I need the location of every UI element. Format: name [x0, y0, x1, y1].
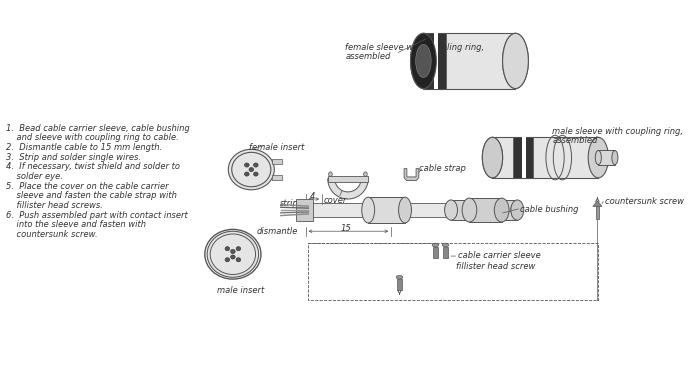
Ellipse shape: [411, 33, 436, 88]
Ellipse shape: [503, 33, 528, 88]
Bar: [433, 247, 438, 258]
Text: cable carrier sleeve: cable carrier sleeve: [459, 251, 541, 260]
Ellipse shape: [225, 258, 230, 262]
Text: into the sleeve and fasten with: into the sleeve and fasten with: [6, 220, 146, 229]
Text: male insert: male insert: [217, 286, 264, 296]
Ellipse shape: [445, 200, 457, 220]
Bar: [423, 33, 516, 88]
Ellipse shape: [329, 172, 332, 177]
Bar: [599, 150, 615, 165]
Bar: [522, 137, 525, 178]
Ellipse shape: [236, 258, 241, 262]
Ellipse shape: [503, 33, 528, 88]
Text: male sleeve with coupling ring,: male sleeve with coupling ring,: [553, 127, 683, 136]
Text: 15: 15: [340, 224, 351, 233]
Ellipse shape: [249, 168, 253, 172]
Bar: [513, 137, 522, 178]
Polygon shape: [404, 169, 419, 181]
Ellipse shape: [588, 137, 608, 178]
Bar: [469, 198, 502, 222]
Text: countersunk screw.: countersunk screw.: [6, 230, 98, 239]
Polygon shape: [593, 201, 602, 206]
Ellipse shape: [396, 275, 403, 279]
Text: cover: cover: [324, 196, 347, 205]
Bar: [425, 33, 434, 88]
Ellipse shape: [244, 163, 249, 167]
Text: fillister head screws.: fillister head screws.: [6, 201, 103, 210]
Bar: [436, 33, 445, 88]
Ellipse shape: [595, 150, 601, 165]
Bar: [296, 199, 313, 221]
Text: 4: 4: [310, 192, 315, 201]
Bar: [303, 203, 516, 217]
Text: 6.  Push assembled part with contact insert: 6. Push assembled part with contact inse…: [6, 210, 188, 219]
Ellipse shape: [253, 163, 258, 167]
Ellipse shape: [299, 203, 308, 217]
Ellipse shape: [482, 137, 503, 178]
Bar: [596, 206, 599, 219]
Text: fillister head screw: fillister head screw: [456, 262, 535, 271]
Bar: [272, 175, 282, 180]
Ellipse shape: [511, 203, 520, 217]
Text: 4.  If necessary, twist shield and solder to: 4. If necessary, twist shield and solder…: [6, 162, 180, 171]
Bar: [272, 159, 282, 164]
Bar: [434, 33, 438, 88]
Ellipse shape: [442, 243, 449, 247]
Ellipse shape: [230, 255, 235, 259]
Text: female sleeve with coupling ring,: female sleeve with coupling ring,: [345, 42, 484, 51]
Ellipse shape: [207, 231, 259, 277]
Text: dismantle: dismantle: [257, 226, 299, 236]
Bar: [443, 247, 448, 258]
Bar: [368, 197, 405, 223]
Ellipse shape: [482, 137, 503, 178]
Text: assembled: assembled: [553, 136, 598, 146]
Text: assembled: assembled: [345, 52, 390, 61]
Text: countersunk screw: countersunk screw: [605, 197, 683, 206]
Bar: [397, 279, 402, 290]
Bar: [451, 200, 517, 220]
Ellipse shape: [511, 200, 524, 220]
Ellipse shape: [230, 249, 235, 254]
Ellipse shape: [228, 149, 274, 190]
Text: 3.  Strip and solder single wires.: 3. Strip and solder single wires.: [6, 153, 141, 162]
Text: 2.  Dismantle cable to 15 mm length.: 2. Dismantle cable to 15 mm length.: [6, 143, 163, 152]
Ellipse shape: [432, 243, 438, 247]
Ellipse shape: [416, 44, 431, 78]
Bar: [524, 137, 533, 178]
Text: 5.  Place the cover on the cable carrier: 5. Place the cover on the cable carrier: [6, 182, 169, 190]
Text: cable strap: cable strap: [419, 164, 466, 173]
Text: sleeve and fasten the cable strap with: sleeve and fasten the cable strap with: [6, 191, 177, 200]
Bar: [328, 176, 368, 182]
Ellipse shape: [494, 198, 509, 222]
Bar: [493, 137, 599, 178]
Text: female insert: female insert: [248, 143, 304, 152]
Ellipse shape: [462, 198, 477, 222]
Ellipse shape: [399, 197, 411, 223]
Ellipse shape: [244, 172, 249, 176]
Text: 1.  Bead cable carrier sleeve, cable bushing: 1. Bead cable carrier sleeve, cable bush…: [6, 123, 190, 132]
Text: strip: strip: [280, 199, 299, 208]
Ellipse shape: [253, 172, 258, 176]
Text: and sleeve with coupling ring to cable.: and sleeve with coupling ring to cable.: [6, 133, 179, 142]
Ellipse shape: [411, 33, 436, 88]
Ellipse shape: [236, 247, 241, 251]
Ellipse shape: [225, 247, 230, 251]
Wedge shape: [328, 179, 368, 199]
Text: solder eye.: solder eye.: [6, 172, 63, 181]
Text: cable bushing: cable bushing: [520, 204, 578, 213]
Ellipse shape: [363, 172, 367, 177]
Ellipse shape: [362, 197, 374, 223]
Ellipse shape: [612, 150, 618, 165]
